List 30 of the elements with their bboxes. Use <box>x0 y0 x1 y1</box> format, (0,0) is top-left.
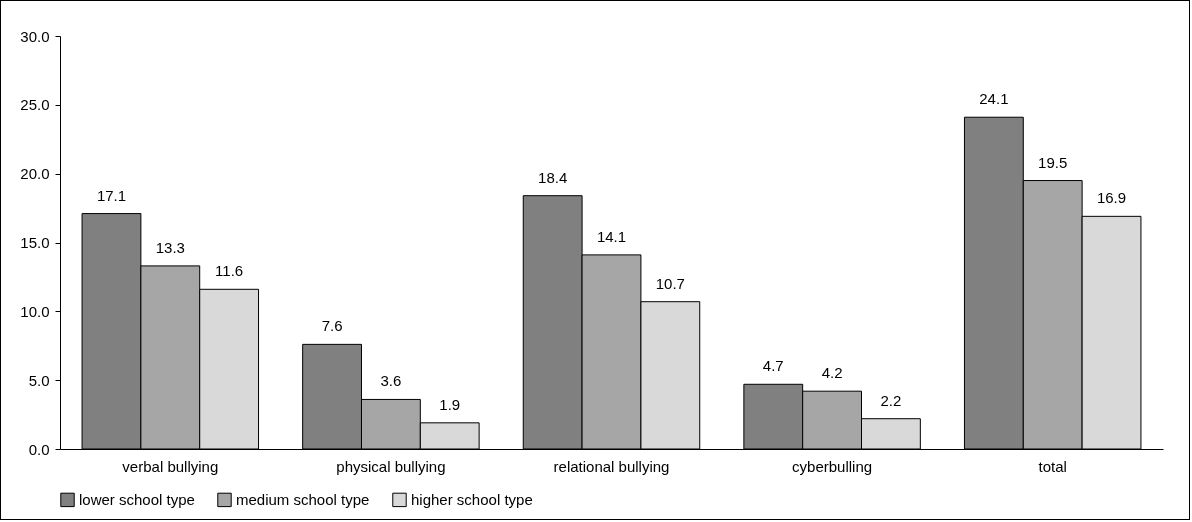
y-tick-label: 25.0 <box>20 96 50 114</box>
x-tick-label: relational bullying <box>553 457 670 475</box>
data-label: 13.3 <box>155 238 185 256</box>
data-label: 10.7 <box>655 274 685 292</box>
x-tick-label: total <box>1038 457 1067 475</box>
data-label: 18.4 <box>538 168 568 186</box>
y-tick-label: 20.0 <box>20 165 50 183</box>
data-label: 14.1 <box>596 227 627 245</box>
data-label: 24.1 <box>979 90 1009 108</box>
y-tick-label: 15.0 <box>20 234 50 251</box>
data-label: 2.2 <box>880 391 902 409</box>
data-label: 11.6 <box>215 262 244 280</box>
legend-label: medium school type <box>236 490 370 508</box>
data-label: 7.6 <box>321 317 343 335</box>
x-tick-label: verbal bullying <box>122 457 219 475</box>
legend-label: higher school type <box>411 490 533 508</box>
x-tick-label: physical bullying <box>336 457 446 475</box>
x-tick-label: cyberbulling <box>792 457 873 475</box>
data-label: 4.2 <box>821 364 843 382</box>
y-tick-label: 0.0 <box>28 440 50 458</box>
y-tick-label: 5.0 <box>28 371 50 389</box>
data-label: 17.1 <box>96 186 127 204</box>
data-label: 16.9 <box>1096 189 1127 207</box>
data-label: 3.6 <box>380 372 402 390</box>
y-tick-label: 10.0 <box>20 302 50 320</box>
y-tick-label: 30.0 <box>20 27 50 45</box>
legend-label: lower school type <box>79 490 195 508</box>
data-label: 4.7 <box>762 357 784 375</box>
data-label: 19.5 <box>1038 153 1068 171</box>
data-label: 1.9 <box>439 395 461 413</box>
